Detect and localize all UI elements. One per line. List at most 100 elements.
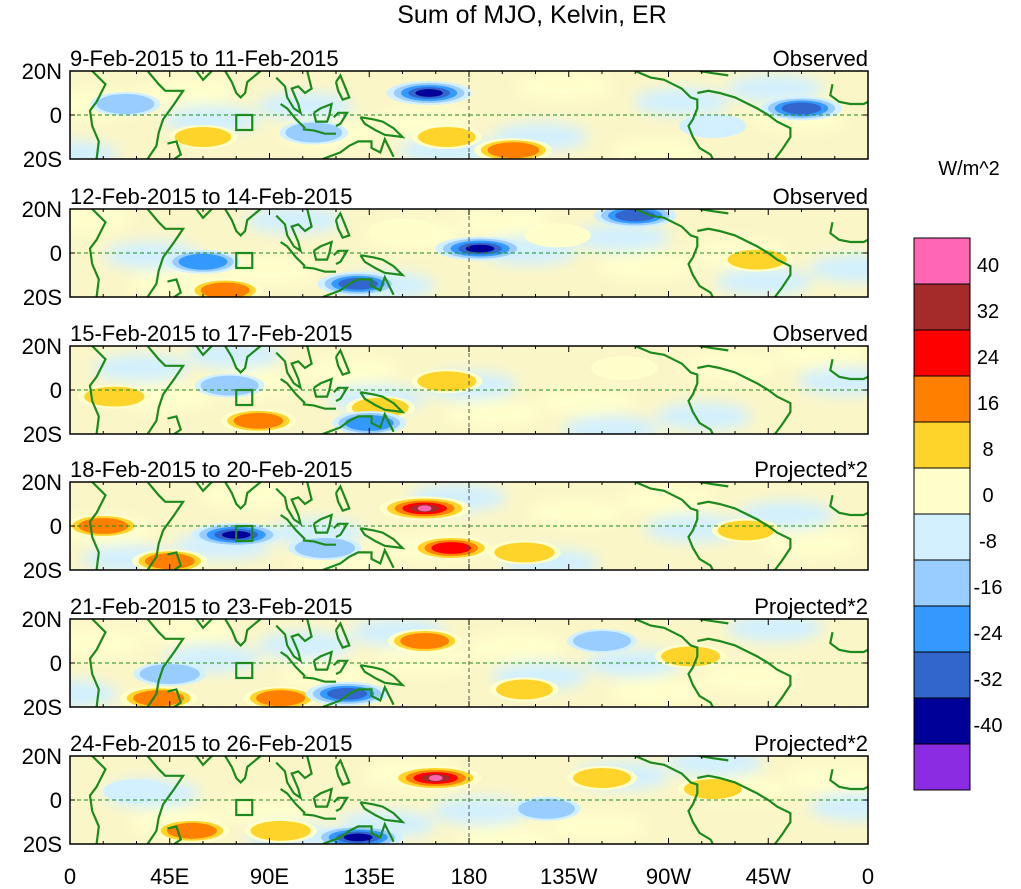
- coastline: [829, 631, 868, 654]
- contour-level: [84, 386, 145, 407]
- coastline: [334, 621, 351, 649]
- contour-level: [417, 505, 432, 512]
- x-tick-label: 135W: [540, 864, 598, 889]
- coastline: [167, 688, 183, 707]
- reference-box: [235, 113, 254, 132]
- coastline: [334, 211, 351, 239]
- map-panel: 20N 0 20S 15-Feb-2015 to 17-Feb-2015 Observe…: [22, 321, 869, 447]
- coastline: [195, 756, 214, 767]
- y-tick-label: 20S: [23, 558, 62, 583]
- coastline: [829, 83, 868, 106]
- anomaly-mark: [411, 125, 482, 149]
- y-tick-label: 0: [50, 788, 62, 813]
- anomaly-mark: [288, 536, 362, 560]
- anomaly-mark: [132, 549, 208, 570]
- reference-box: [235, 251, 254, 270]
- colorbar-label: -8: [979, 531, 997, 553]
- map-panel: 20N 0 20S 12-Feb-2015 to 14-Feb-2015 Observe…: [22, 184, 869, 310]
- coastline: [224, 756, 262, 784]
- x-tick-label: 90W: [646, 864, 691, 889]
- coastline: [275, 756, 313, 801]
- colorbar-swatch: [913, 283, 971, 331]
- panel-date-range: 9-Feb-2015 to 11-Feb-2015: [70, 46, 339, 71]
- x-tick-label: 180: [451, 864, 488, 889]
- panel-label: Projected*2: [754, 457, 868, 482]
- anomaly-mark: [168, 125, 238, 149]
- x-tick-label: 0: [64, 864, 76, 889]
- contour-level: [701, 356, 769, 380]
- colorbar-swatch: [913, 329, 971, 377]
- coastline: [88, 209, 107, 297]
- coastline: [334, 348, 351, 376]
- contour-level: [428, 775, 443, 781]
- anomaly-mark: [411, 369, 483, 394]
- x-tick-label: 90E: [250, 864, 289, 889]
- contour-level: [717, 520, 775, 541]
- anomaly-mark: [220, 408, 297, 433]
- anomaly-mark: [761, 96, 842, 121]
- coastline: [359, 116, 406, 139]
- contour-level: [417, 127, 476, 147]
- colorbar-swatch: [913, 605, 971, 653]
- colorbar-label: 32: [977, 301, 999, 323]
- x-tick-label: 45W: [746, 864, 791, 889]
- colorbar-label: 0: [982, 485, 993, 507]
- coastline: [302, 128, 336, 135]
- coastline: [634, 619, 714, 707]
- x-tick-label: 135E: [344, 864, 395, 889]
- panel-label: Projected*2: [754, 594, 868, 619]
- anomaly-mark: [188, 278, 263, 297]
- coastline: [359, 801, 406, 824]
- contour-level: [174, 127, 232, 147]
- coastline: [275, 619, 313, 664]
- anomaly-mark: [279, 120, 349, 145]
- contour-level: [103, 779, 170, 804]
- colorbar-swatch: [913, 559, 971, 607]
- coastline: [279, 651, 306, 677]
- coastline: [322, 821, 395, 844]
- coastline: [697, 227, 792, 297]
- anomaly-mark: [435, 236, 525, 261]
- anomaly-mark: [379, 496, 471, 521]
- coastline: [634, 482, 714, 570]
- reference-box: [235, 388, 254, 407]
- panel-label: Observed: [773, 46, 868, 71]
- y-tick-label: 20S: [23, 285, 62, 310]
- coastline: [88, 346, 107, 434]
- coastline: [146, 756, 186, 844]
- anomaly-mark: [591, 356, 658, 380]
- coastline: [195, 482, 214, 493]
- anomaly-mark: [679, 114, 747, 138]
- anomaly-mark: [369, 219, 436, 243]
- coastline: [146, 346, 186, 434]
- anomaly-mark: [701, 356, 769, 380]
- y-tick-label: 20N: [22, 744, 62, 769]
- coastline: [829, 768, 868, 791]
- coastline: [697, 774, 792, 844]
- x-tick-label: 45E: [150, 864, 189, 889]
- coastline: [333, 249, 350, 265]
- colorbar-swatch: [913, 743, 971, 791]
- contour-level: [679, 114, 747, 138]
- contour-level: [167, 822, 217, 839]
- panel-date-range: 18-Feb-2015 to 20-Feb-2015: [70, 457, 353, 482]
- coastline: [697, 500, 792, 570]
- coastline: [829, 358, 868, 381]
- colorbar-label: 24: [977, 347, 999, 369]
- coastline: [88, 71, 107, 159]
- contour-level: [285, 122, 343, 143]
- colorbar-label: -16: [974, 577, 1003, 599]
- y-tick-label: 20N: [22, 59, 62, 84]
- anomaly-mark: [133, 662, 207, 686]
- colorbar-label: 16: [977, 393, 999, 415]
- colorbar-swatch: [913, 375, 971, 423]
- map-panel: 20N 0 20S 9-Feb-2015 to 11-Feb-2015 Observed: [22, 46, 869, 172]
- anomaly-mark: [305, 681, 389, 706]
- coastline: [224, 482, 262, 510]
- contour-level: [496, 679, 553, 700]
- coastline: [322, 136, 395, 159]
- anomaly-mark: [103, 779, 170, 804]
- anomaly-mark: [166, 249, 240, 274]
- coastline: [302, 813, 336, 820]
